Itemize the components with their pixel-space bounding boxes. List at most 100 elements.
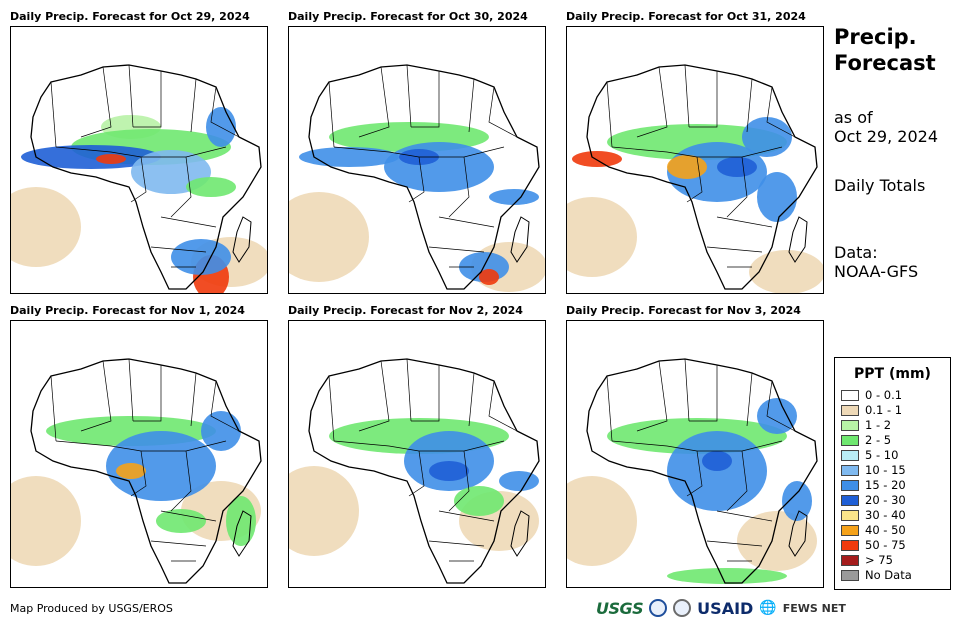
country-border <box>128 64 134 128</box>
side-title-line2: Forecast <box>834 51 936 75</box>
africa-map <box>11 358 262 584</box>
panel-title: Daily Precip. Forecast for Nov 2, 2024 <box>288 304 523 317</box>
legend-label: 40 - 50 <box>865 523 906 537</box>
as-of-label: as of Oct 29, 2024 <box>834 108 938 146</box>
country-border <box>80 360 112 432</box>
precip-area <box>454 486 504 516</box>
precip-area <box>226 496 256 546</box>
legend-label: 0 - 0.1 <box>865 388 903 402</box>
panel-title: Daily Precip. Forecast for Oct 29, 2024 <box>10 10 250 23</box>
country-border <box>130 450 147 497</box>
country-border <box>411 71 440 128</box>
country-border <box>488 86 518 138</box>
country-border <box>160 216 217 228</box>
legend-item: 50 - 75 <box>841 538 906 553</box>
country-border <box>133 365 162 422</box>
logo-strip: USGS USAID 🌐 FEWS NET <box>596 598 846 618</box>
country-border <box>488 380 518 432</box>
legend-label: 10 - 15 <box>865 463 906 477</box>
precip-area <box>11 187 81 267</box>
data-label: Data: <box>834 243 878 262</box>
legend-item: 30 - 40 <box>841 508 906 523</box>
precip-area <box>667 568 787 584</box>
side-title-line1: Precip. <box>834 25 917 49</box>
legend-title: PPT (mm) <box>854 366 931 382</box>
country-border <box>706 246 763 253</box>
precip-area <box>299 147 399 167</box>
country-border <box>150 246 207 253</box>
legend-item: No Data <box>841 568 912 583</box>
country-border <box>358 66 390 138</box>
country-border <box>130 156 147 203</box>
globe-icon: 🌐 <box>759 600 777 616</box>
precip-area <box>171 239 231 275</box>
precip-area <box>572 151 622 167</box>
africa-map <box>289 358 540 584</box>
madagascar-outline <box>510 510 530 557</box>
madagascar-outline <box>510 216 530 263</box>
country-border <box>686 156 703 203</box>
country-border <box>170 450 192 512</box>
legend-item: 5 - 10 <box>841 448 898 463</box>
legend-label: 1 - 2 <box>865 418 892 432</box>
legend-label: No Data <box>865 568 912 582</box>
precip-area <box>186 177 236 197</box>
as-of-line1: as of <box>834 108 873 127</box>
precip-area <box>717 157 757 177</box>
precip-area <box>11 476 81 566</box>
precip-area <box>489 189 539 205</box>
country-border <box>406 64 412 128</box>
country-border <box>606 81 613 148</box>
legend-swatch <box>841 555 859 566</box>
country-border <box>438 216 495 228</box>
legend-label: 2 - 5 <box>865 433 892 447</box>
precip-map <box>10 320 268 588</box>
precip-area <box>21 145 161 169</box>
country-border <box>428 246 485 253</box>
country-border <box>746 78 753 133</box>
legend-swatch <box>841 525 859 536</box>
precip-area <box>757 398 797 434</box>
legend-label: 15 - 20 <box>865 478 906 492</box>
legend-swatch <box>841 420 859 431</box>
country-border <box>133 71 162 128</box>
precip-area <box>749 250 823 293</box>
africa-outline <box>308 358 540 584</box>
legend-label: 30 - 40 <box>865 508 906 522</box>
country-border <box>468 78 475 133</box>
country-border <box>716 510 773 522</box>
legend-item: 40 - 50 <box>841 523 906 538</box>
country-border <box>328 81 335 148</box>
country-border <box>190 372 197 427</box>
country-border <box>684 64 690 128</box>
country-border <box>438 510 495 522</box>
country-border <box>50 375 57 442</box>
country-border <box>716 216 773 228</box>
legend-swatch <box>841 510 859 521</box>
precip-area <box>479 269 499 285</box>
country-border <box>468 372 475 427</box>
legend-item: 20 - 30 <box>841 493 906 508</box>
country-border <box>210 380 240 432</box>
country-border <box>636 66 668 138</box>
country-border <box>726 156 748 218</box>
country-border <box>408 450 425 497</box>
precip-area <box>499 471 539 491</box>
legend-swatch <box>841 480 859 491</box>
africa-outline <box>30 358 262 584</box>
precip-map <box>566 320 824 588</box>
precip-area <box>384 142 494 192</box>
panel-title: Daily Precip. Forecast for Oct 31, 2024 <box>566 10 806 23</box>
legend-swatch <box>841 450 859 461</box>
africa-outline <box>586 64 818 290</box>
precip-area <box>737 511 817 571</box>
noaa-seal-icon <box>649 599 668 617</box>
africa-map <box>567 64 823 293</box>
country-border <box>358 360 390 432</box>
precip-area <box>782 481 812 521</box>
precip-area <box>116 463 146 479</box>
country-border <box>128 358 134 422</box>
africa-map <box>11 64 267 293</box>
panel-title: Daily Precip. Forecast for Oct 30, 2024 <box>288 10 528 23</box>
country-border <box>448 156 470 218</box>
